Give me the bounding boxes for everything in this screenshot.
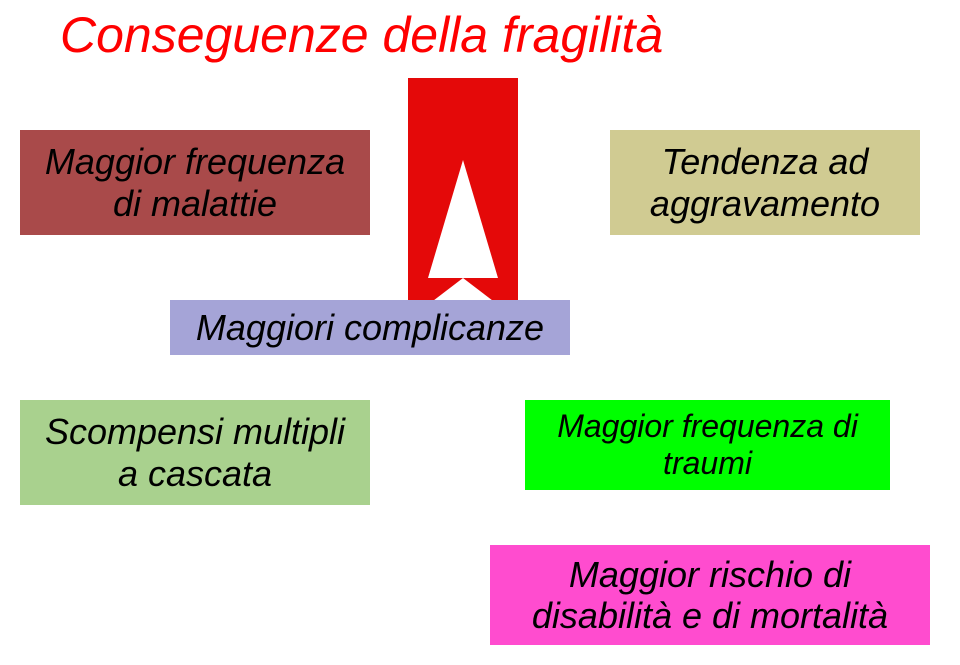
slide-canvas: Conseguenze della fragilità Maggior freq… [0,0,960,665]
slide-title: Conseguenze della fragilità [60,6,663,64]
box-tendenza-aggravamento: Tendenza ad aggravamento [610,130,920,235]
red-rectangle [408,78,518,278]
box-scompensi-multipli: Scompensi multipli a cascata [20,400,370,505]
box-maggiori-complicanze: Maggiori complicanze [170,300,570,355]
box-maggior-frequenza-traumi: Maggior frequenza di traumi [525,400,890,490]
box-maggior-rischio: Maggior rischio di disabilità e di morta… [490,545,930,645]
box-maggior-frequenza-malattie: Maggior frequenza di malattie [20,130,370,235]
